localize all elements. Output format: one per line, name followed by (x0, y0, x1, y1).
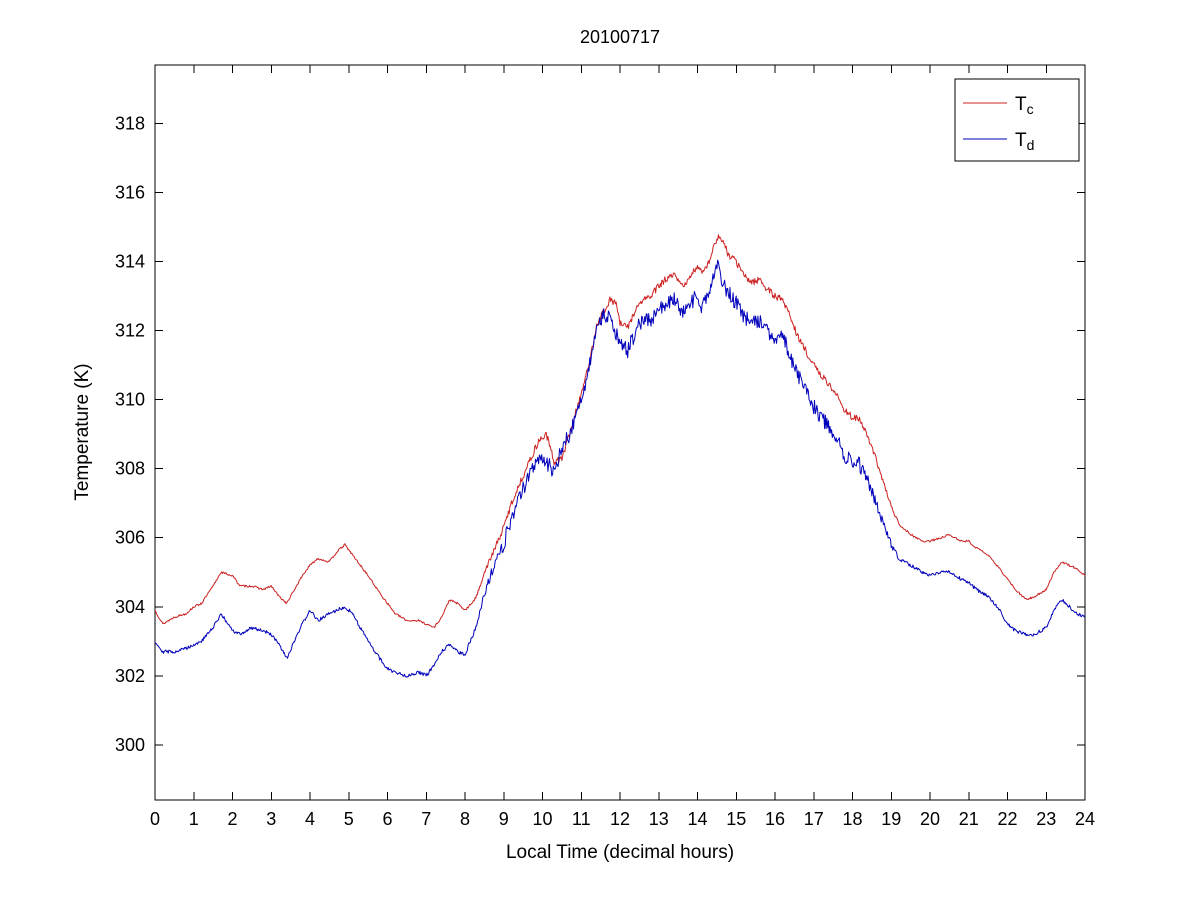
x-tick-label: 21 (959, 809, 979, 829)
axis-ticks (154, 65, 1086, 800)
x-tick-label: 1 (189, 809, 199, 829)
y-axis-label: Temperature (K) (72, 363, 93, 500)
x-tick-label: 15 (726, 809, 746, 829)
x-tick-label: 17 (804, 809, 824, 829)
x-tick-label: 14 (687, 809, 707, 829)
x-tick-label: 18 (842, 809, 862, 829)
y-tick-label: 312 (115, 321, 145, 341)
legend-box (954, 78, 1080, 162)
x-tick-label: 11 (572, 809, 591, 829)
x-tick-label: 16 (765, 809, 785, 829)
x-tick-label: 20 (920, 809, 940, 829)
y-tick-label: 308 (115, 459, 145, 479)
x-tick-label: 8 (460, 809, 470, 829)
axis-tick-labels: 0 1 2 3 4 5 6 7 8 9 10 11 12 13 14 15 16 17 18 19 20 21 22 23 24… (115, 114, 1095, 829)
x-tick-label: 4 (305, 809, 315, 829)
x-tick-label: 23 (1036, 809, 1056, 829)
y-tick-label: 318 (115, 114, 145, 134)
data-series (154, 234, 1086, 678)
chart-title: 20100717 (580, 27, 660, 47)
x-tick-label: 5 (344, 809, 354, 829)
y-tick-label: 306 (115, 528, 145, 548)
x-tick-label: 3 (266, 809, 276, 829)
x-tick-label: 10 (532, 809, 552, 829)
legend: Tc Td (954, 78, 1080, 162)
y-tick-label: 310 (115, 390, 145, 410)
x-tick-label: 19 (881, 809, 901, 829)
x-tick-label: 0 (150, 809, 160, 829)
x-tick-label: 22 (997, 809, 1017, 829)
x-tick-label: 9 (499, 809, 509, 829)
x-tick-label: 13 (649, 809, 669, 829)
x-axis-label: Local Time (decimal hours) (506, 842, 734, 863)
x-tick-label: 24 (1075, 809, 1095, 829)
x-tick-label: 6 (382, 809, 392, 829)
x-tick-label: 2 (227, 809, 237, 829)
series-line-T_d (154, 259, 1086, 678)
legend-label-T_d: Td (1015, 130, 1034, 153)
y-tick-label: 314 (115, 252, 145, 272)
x-tick-label: 12 (610, 809, 630, 829)
y-tick-label: 302 (115, 666, 145, 686)
plot-box (154, 64, 1086, 801)
series-line-T_c (154, 234, 1086, 628)
legend-label-T_c: Tc (1015, 94, 1034, 117)
y-tick-label: 300 (115, 735, 145, 755)
y-tick-label: 304 (115, 597, 145, 617)
y-tick-label: 316 (115, 183, 145, 203)
x-tick-label: 7 (421, 809, 431, 829)
